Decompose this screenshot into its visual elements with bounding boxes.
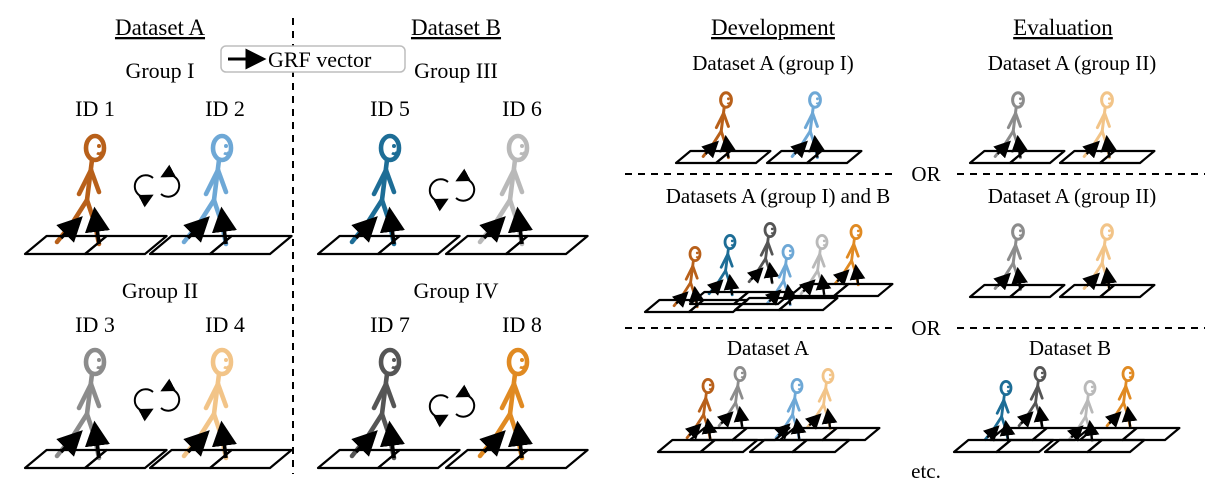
id-5-label: ID 5 <box>370 96 410 121</box>
walker-id-6 <box>477 133 533 247</box>
row-3-evaluation: Dataset B <box>1029 336 1111 360</box>
group-1-title: Group I <box>125 58 194 83</box>
row-2-development: Datasets A (group I) and B <box>666 184 891 208</box>
legend-box <box>220 45 406 73</box>
walker-id-7 <box>746 221 780 285</box>
or-separator-2: OR <box>911 316 940 340</box>
group-4-title: Group IV <box>414 278 499 303</box>
force-plates <box>748 438 851 454</box>
force-plates-group-2 <box>23 448 168 470</box>
dataset-b-title: Dataset B <box>411 15 501 40</box>
id-6-label: ID 6 <box>502 96 542 121</box>
walker-id-1 <box>684 377 718 441</box>
walker-id-3 <box>716 365 750 429</box>
row-1-evaluation: Dataset A (group II) <box>988 51 1157 75</box>
walker-id-6 <box>798 233 832 297</box>
legend: GRF vector <box>220 45 406 73</box>
force-plates <box>688 426 791 442</box>
walker-id-8 <box>832 223 866 287</box>
force-plates <box>778 426 881 442</box>
walker-id-4 <box>181 347 237 461</box>
walker-id-8 <box>477 347 533 461</box>
id-7-label: ID 7 <box>370 312 410 337</box>
id-2-label: ID 2 <box>205 96 245 121</box>
force-plates-group-3b <box>444 234 589 256</box>
force-plates <box>952 438 1055 454</box>
or-separator-1: OR <box>911 162 940 186</box>
force-plates <box>1043 438 1146 454</box>
walker-id-2 <box>773 377 807 441</box>
force-plates-group-1b <box>148 234 293 256</box>
force-plates-group-2b <box>148 448 293 470</box>
walker-id-4 <box>1082 223 1117 292</box>
swap-icon <box>133 164 181 208</box>
row-2-evaluation: Dataset A (group II) <box>988 184 1157 208</box>
walker-id-1 <box>54 133 110 247</box>
walker-id-2 <box>181 133 237 247</box>
force-plates <box>968 283 1066 299</box>
walker-id-7 <box>1016 365 1050 429</box>
development-title: Development <box>711 15 836 40</box>
group-3-title: Group III <box>414 58 498 83</box>
force-plates <box>968 149 1066 165</box>
walker-id-3 <box>54 347 110 461</box>
id-4-label: ID 4 <box>205 312 245 337</box>
walker-id-2 <box>764 243 798 307</box>
walker-id-3 <box>993 91 1028 160</box>
swap-icon <box>133 378 181 422</box>
footer-etc: etc. <box>911 459 941 483</box>
walker-id-8 <box>1104 365 1138 429</box>
force-plates <box>733 296 839 312</box>
id-3-label: ID 3 <box>75 312 115 337</box>
row-3-development: Dataset A <box>727 336 810 360</box>
walker-id-4 <box>1082 91 1117 160</box>
walker-id-3 <box>993 223 1028 292</box>
dataset-a-title: Dataset A <box>115 15 205 40</box>
force-plates <box>788 282 894 298</box>
legend-label: GRF vector <box>268 47 372 72</box>
id-8-label: ID 8 <box>502 312 542 337</box>
walker-id-1 <box>701 91 736 160</box>
force-plates-group-4b <box>444 448 589 470</box>
force-plates-group-4 <box>316 448 461 470</box>
walker-id-5 <box>349 133 405 247</box>
force-plates <box>656 438 759 454</box>
id-1-label: ID 1 <box>75 96 115 121</box>
force-plates <box>1058 149 1156 165</box>
walker-id-4 <box>804 367 838 431</box>
force-plates <box>1058 283 1156 299</box>
force-plates-group-1 <box>23 234 168 256</box>
force-plates <box>1078 426 1181 442</box>
walker-id-7 <box>349 347 405 461</box>
force-plates-group-3 <box>316 234 461 256</box>
row-1-development: Dataset A (group I) <box>692 51 854 75</box>
force-plates <box>765 149 863 165</box>
swap-icon <box>428 168 476 212</box>
walker-id-5 <box>706 233 740 297</box>
group-2-title: Group II <box>122 278 198 303</box>
force-plates <box>674 149 772 165</box>
evaluation-title: Evaluation <box>1013 15 1113 40</box>
walker-id-2 <box>790 91 825 160</box>
force-plates <box>688 290 794 306</box>
walker-id-5 <box>982 379 1016 443</box>
swap-icon <box>428 384 476 428</box>
force-plates <box>643 298 749 314</box>
